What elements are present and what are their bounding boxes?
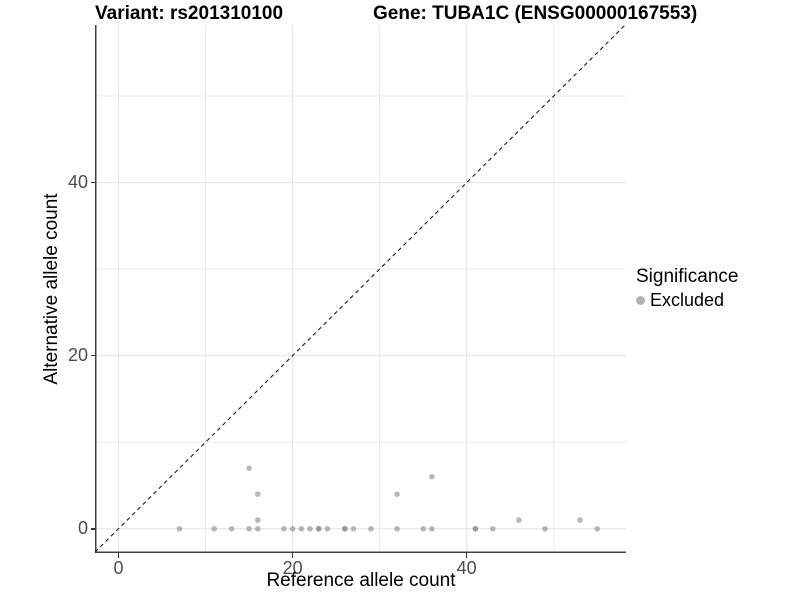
data-point: [254, 517, 261, 523]
y-tick-label: 40: [67, 171, 88, 192]
x-tick-label: 0: [113, 558, 124, 578]
data-point: [176, 525, 183, 532]
data-point: [254, 491, 261, 497]
data-point: [472, 525, 479, 532]
y-tick-label: 20: [67, 344, 88, 365]
data-point: [594, 525, 601, 532]
data-point: [307, 525, 313, 532]
data-point: [254, 525, 261, 532]
data-point: [429, 474, 435, 480]
excluded-point-icon: [636, 296, 645, 305]
variant-title: Variant: rs201310100: [95, 3, 284, 24]
y-tick-mark: [90, 354, 95, 357]
y-tick-label: 0: [77, 517, 88, 538]
data-point: [394, 491, 400, 497]
data-point: [289, 525, 296, 532]
x-tick-label: 40: [456, 558, 477, 578]
x-axis-title: Reference allele count: [266, 570, 456, 591]
y-tick-mark: [90, 528, 95, 530]
data-point: [281, 525, 287, 532]
data-point: [350, 525, 357, 532]
data-point: [246, 465, 252, 471]
data-point: [429, 525, 435, 532]
data-point: [211, 525, 218, 532]
plot-svg: [94, 24, 626, 553]
x-tick-mark: [291, 553, 294, 558]
data-point: [490, 525, 496, 532]
legend: Significance Excluded: [636, 266, 738, 311]
gene-title: Gene: TUBA1C (ENSG00000167553): [373, 3, 698, 24]
identity-line: [94, 24, 626, 553]
legend-item-label: Excluded: [650, 290, 725, 310]
data-point: [577, 517, 583, 523]
data-point: [246, 525, 252, 532]
x-tick-mark: [465, 553, 468, 558]
data-point: [342, 525, 348, 532]
legend-item-excluded: Excluded: [636, 290, 738, 311]
data-point: [542, 525, 548, 532]
data-point: [324, 525, 331, 532]
plot-panel: [94, 24, 626, 553]
data-point: [228, 525, 235, 532]
data-point: [420, 525, 426, 532]
data-point: [315, 525, 322, 532]
data-point: [368, 525, 374, 532]
x-tick-mark: [117, 553, 120, 558]
data-point: [298, 525, 305, 532]
legend-title: Significance: [636, 266, 739, 287]
data-point: [394, 525, 400, 532]
y-tick-mark: [90, 181, 95, 184]
data-point: [516, 517, 522, 523]
x-tick-label: 20: [282, 558, 303, 578]
